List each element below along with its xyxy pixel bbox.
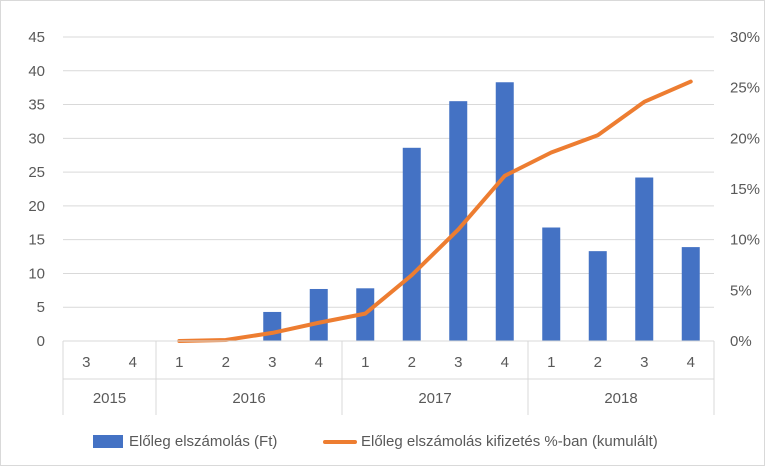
year-label: 2017	[418, 390, 451, 407]
y-right-tick-label: 0%	[730, 333, 752, 350]
quarter-label: 2	[408, 354, 416, 371]
y-right-tick-label: 10%	[730, 232, 760, 249]
y-left-tick-label: 40	[28, 63, 45, 80]
bar	[263, 311, 282, 341]
year-label: 2016	[232, 390, 265, 407]
quarter-label: 1	[547, 354, 555, 371]
y-left-tick-label: 15	[28, 232, 45, 249]
bar	[449, 101, 468, 341]
quarter-label: 1	[175, 354, 183, 371]
bar	[495, 82, 514, 342]
y-left-tick-label: 10	[28, 265, 45, 282]
y-left-tick-label: 30	[28, 130, 45, 147]
year-label: 2018	[604, 390, 637, 407]
legend-swatch-bar	[93, 435, 123, 448]
legend-label-bar: Előleg elszámolás (Ft)	[129, 433, 277, 450]
y-left-tick-label: 20	[28, 198, 45, 215]
quarter-label: 1	[361, 354, 369, 371]
y-left-tick-label: 25	[28, 164, 45, 181]
y-left-tick-label: 0	[37, 333, 45, 350]
quarter-label: 3	[268, 354, 276, 371]
quarter-label: 2	[222, 354, 230, 371]
year-label: 2015	[93, 390, 126, 407]
quarter-label: 4	[315, 354, 323, 371]
quarter-label: 3	[82, 354, 90, 371]
y-right-tick-label: 20%	[730, 130, 760, 147]
y-right-tick-label: 30%	[730, 29, 760, 46]
bar	[402, 147, 421, 341]
quarter-label: 2	[594, 354, 602, 371]
y-right-tick-label: 5%	[730, 282, 752, 299]
quarter-label: 3	[454, 354, 462, 371]
bar	[309, 288, 328, 341]
y-left-tick-label: 5	[37, 299, 45, 316]
y-right-tick-label: 25%	[730, 80, 760, 97]
quarter-label: 4	[501, 354, 509, 371]
legend-label-line: Előleg elszámolás kifizetés %-ban (kumul…	[361, 433, 658, 450]
bar	[635, 177, 654, 341]
y-right-tick-label: 15%	[730, 181, 760, 198]
bar	[542, 227, 561, 341]
line-series	[177, 79, 693, 343]
quarter-label: 3	[640, 354, 648, 371]
bar	[588, 251, 607, 341]
y-left-tick-label: 35	[28, 97, 45, 114]
quarter-label: 4	[687, 354, 695, 371]
bar	[681, 247, 700, 341]
quarter-label: 4	[129, 354, 137, 371]
y-left-tick-label: 45	[28, 29, 45, 46]
